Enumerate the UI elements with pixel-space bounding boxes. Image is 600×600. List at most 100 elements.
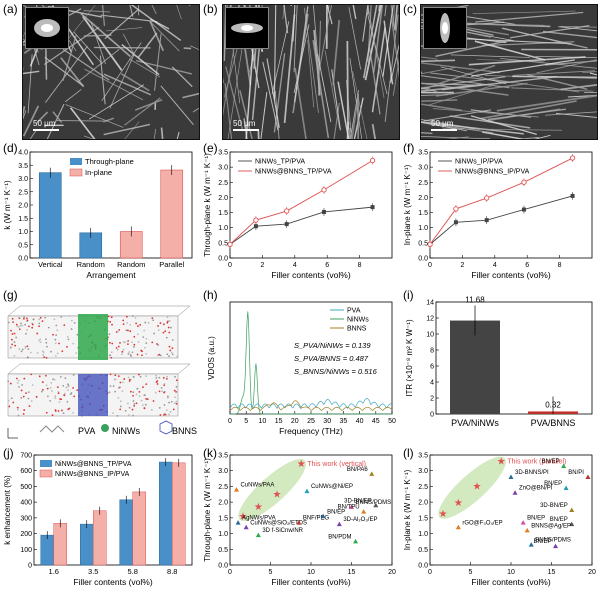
pva-atom (51, 414, 54, 417)
fiber (351, 93, 360, 139)
fiber (513, 70, 595, 76)
y-tick-label: 600 (20, 468, 32, 475)
x-tick-label: 0 (228, 418, 232, 425)
pva-atom (63, 324, 66, 327)
pva-atom (114, 378, 117, 381)
x-tick-label: 0 (428, 262, 432, 269)
fiber (333, 102, 340, 139)
pva-atom (21, 348, 24, 351)
pva-atom (66, 345, 68, 348)
fiber (352, 70, 368, 139)
pva-atom (109, 373, 112, 376)
pva-atom (169, 349, 172, 352)
fiber (83, 135, 94, 139)
y-tick-label: 3.5 (418, 150, 428, 157)
fiber (150, 18, 170, 30)
pva-atom (27, 391, 30, 394)
fiber (555, 112, 597, 119)
scale-bar-c: 50 μm (431, 119, 457, 131)
fiber (312, 5, 320, 71)
legend-entry: NiNWs_TP/PVA (255, 159, 305, 166)
fiber (266, 58, 280, 128)
data-point (253, 217, 259, 223)
pva-atom (171, 347, 174, 350)
data-point (284, 222, 289, 227)
fiber (307, 39, 315, 108)
y-tick-label: 1.0 (418, 225, 428, 232)
pva-atom (122, 381, 124, 384)
pva-atom (63, 394, 66, 397)
pva-atom (108, 341, 111, 344)
data-point (370, 205, 375, 210)
pva-atom (141, 350, 143, 353)
literature-label: BNNS/PDMS (535, 538, 571, 544)
fiber (421, 56, 438, 60)
pva-atom (9, 382, 12, 385)
x-tick-label: 20 (291, 418, 299, 425)
fiber (421, 62, 501, 74)
legend-entry: NiNWs@BNNS_IP/PVA (55, 471, 130, 478)
fiber (474, 40, 546, 61)
pva-atom (119, 341, 121, 344)
literature-point (553, 543, 559, 549)
pva-atom (121, 390, 124, 392)
literature-label: BN/PI (568, 470, 584, 476)
pva-atom (10, 397, 13, 400)
fiber (449, 115, 531, 129)
pva-atom (39, 341, 42, 344)
literature-point (585, 474, 591, 479)
fiber (283, 14, 296, 124)
panel-label-k: (k) (203, 446, 217, 460)
pva-atom (161, 390, 163, 393)
x-tick-label: 8 (358, 262, 362, 269)
pva-atom (46, 387, 49, 390)
fiber (128, 58, 161, 78)
data-point (484, 218, 489, 223)
fiber (485, 75, 597, 79)
md-filler-region (78, 374, 108, 416)
fiber (29, 45, 40, 67)
pva-atom (12, 321, 14, 324)
pva-atom (17, 379, 20, 382)
pva-atom (60, 316, 63, 318)
pva-atom (45, 384, 48, 387)
pva-atom (129, 353, 132, 356)
pva-atom (124, 409, 127, 412)
pva-atom (138, 395, 141, 398)
panel-label-c: (c) (403, 2, 417, 16)
x-tick-label: 0 (228, 262, 232, 269)
pva-atom (145, 352, 148, 355)
pva-atom (63, 392, 66, 395)
pva-atom (108, 333, 111, 336)
fiber (160, 85, 194, 126)
pva-atom (24, 345, 27, 348)
fiber (124, 97, 161, 126)
fiber (45, 45, 88, 103)
fiber (80, 12, 131, 58)
fiber (472, 10, 576, 14)
x-tick-label: 6 (325, 262, 329, 269)
ninws-legend-icon (101, 424, 109, 432)
pva-atom (20, 397, 23, 399)
y-tick-label: 8 (430, 348, 434, 355)
this-work-star: ★ (297, 459, 306, 470)
fiber (362, 5, 369, 42)
y-tick-label: 500 (20, 484, 32, 491)
pva-atom (162, 376, 165, 379)
category-label: 1.6 (49, 567, 59, 576)
pva-atom (24, 347, 27, 349)
fiber (45, 48, 48, 80)
pva-atom (158, 353, 161, 356)
data-point (521, 207, 526, 212)
legend-entry: NiNWs@BNNS_TP/PVA (55, 461, 132, 468)
legend-entry: BNNS (347, 326, 367, 333)
x-tick-label: 45 (372, 418, 380, 425)
pva-atom (54, 338, 57, 341)
plot-frame (435, 301, 593, 415)
fiber (84, 68, 144, 101)
pva-atom (9, 346, 12, 348)
fiber (148, 20, 180, 52)
pva-atom (110, 356, 113, 359)
y-tick-label: 200 (20, 531, 32, 538)
literature-point (569, 521, 575, 527)
